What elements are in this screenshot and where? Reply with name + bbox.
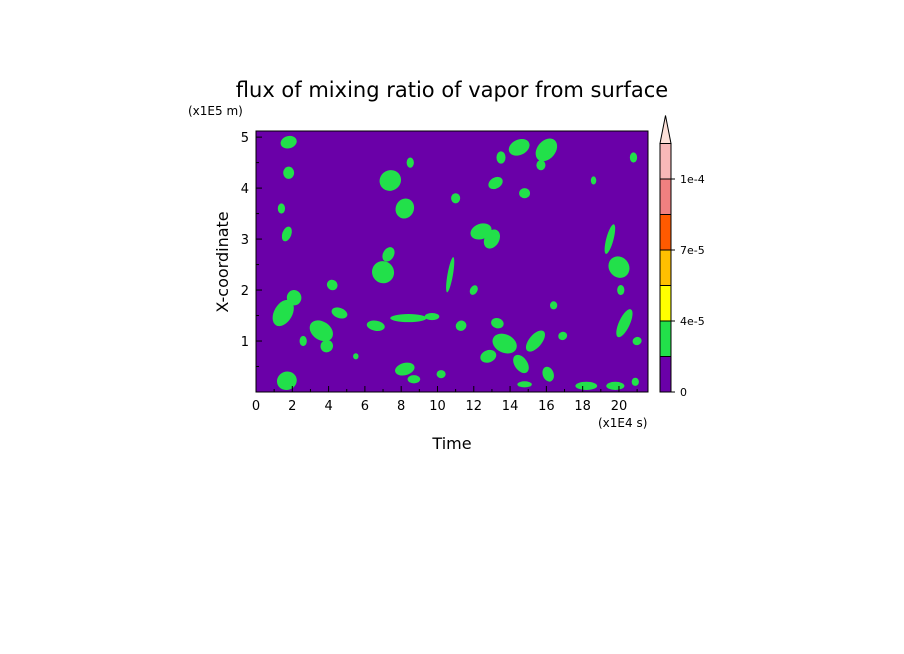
green-patch <box>606 381 625 390</box>
green-patch <box>492 333 517 354</box>
x-tick-label: 4 <box>324 399 332 414</box>
y-tick-label: 3 <box>241 233 249 248</box>
colorbar-tick-label: 7e-5 <box>680 244 705 257</box>
green-patch <box>616 309 633 338</box>
green-patch <box>276 371 297 391</box>
green-patch <box>608 256 630 278</box>
colorbar-arrow <box>659 115 672 144</box>
green-patch <box>536 160 546 171</box>
green-patch <box>299 335 307 347</box>
colorbar-tick-label: 1e-4 <box>680 173 705 186</box>
colorbar: 0 4e-5 7e-5 1e-4 <box>659 115 705 399</box>
green-patch <box>451 193 461 204</box>
green-patch <box>281 226 292 242</box>
green-patch <box>604 224 616 254</box>
green-patch <box>331 307 348 319</box>
green-patch <box>280 135 297 149</box>
y-tick-label: 1 <box>241 335 249 350</box>
y-axis: 1 2 3 4 5 <box>241 131 262 368</box>
green-patch <box>390 314 427 323</box>
y-axis-label: X-coordinate <box>213 211 232 312</box>
colorbar-segment <box>659 143 672 180</box>
colorbar-segment <box>659 178 672 215</box>
green-patch <box>371 261 395 284</box>
colorbar-segment <box>659 356 672 393</box>
green-patch <box>436 370 446 379</box>
green-patch <box>631 377 639 386</box>
green-patch <box>496 151 506 164</box>
x-axis-unit: (x1E4 s) <box>598 416 647 430</box>
green-patch <box>283 166 295 179</box>
green-patch <box>277 203 286 214</box>
x-tick-label: 14 <box>502 399 519 414</box>
green-patch <box>629 152 638 163</box>
green-patch <box>617 284 625 296</box>
green-patch <box>519 188 531 199</box>
plot-frame <box>255 130 649 393</box>
green-patch <box>395 198 415 219</box>
green-patch <box>513 354 529 374</box>
x-tick-label: 18 <box>574 399 591 414</box>
green-patch <box>558 331 568 341</box>
green-patch <box>366 320 385 331</box>
x-tick-label: 8 <box>397 399 405 414</box>
colorbar-segment <box>659 249 672 286</box>
green-patch <box>424 312 440 321</box>
green-patch <box>480 349 497 363</box>
y-tick-label: 4 <box>241 182 249 197</box>
green-patch <box>446 257 455 293</box>
y-tick-label: 2 <box>241 284 249 299</box>
green-patch <box>320 339 334 353</box>
x-axis-label: Time <box>431 434 471 453</box>
green-patch <box>491 317 504 329</box>
green-patch <box>590 176 597 185</box>
x-tick-label: 6 <box>361 399 369 414</box>
green-patch <box>542 366 554 382</box>
green-patch <box>326 279 338 291</box>
x-tick-label: 10 <box>429 399 446 414</box>
green-patch <box>309 320 333 342</box>
green-patch <box>382 247 395 262</box>
green-patch <box>406 157 414 168</box>
green-patch <box>483 229 501 249</box>
x-tick-label: 12 <box>466 399 483 414</box>
green-patch <box>455 320 467 331</box>
field-patches <box>272 135 642 391</box>
colorbar-segment <box>659 285 672 322</box>
colorbar-segment <box>659 214 672 251</box>
x-axis: 0 2 4 6 8 10 12 14 16 18 20 <box>252 386 638 414</box>
y-tick-label: 5 <box>241 131 249 146</box>
x-tick-label: 0 <box>252 399 260 414</box>
green-patch <box>517 381 532 388</box>
green-patch <box>508 138 530 156</box>
green-patch <box>407 375 421 384</box>
green-patch <box>550 301 558 310</box>
green-patch <box>525 330 546 352</box>
colorbar-tick-label: 4e-5 <box>680 315 705 328</box>
green-patch <box>488 176 503 190</box>
green-patch <box>286 290 302 306</box>
x-tick-label: 16 <box>538 399 555 414</box>
green-patch <box>575 381 598 390</box>
green-patch <box>272 299 294 327</box>
green-patch <box>469 285 478 295</box>
colorbar-segment <box>659 320 672 357</box>
x-tick-label: 20 <box>611 399 628 414</box>
colorbar-tick-label: 0 <box>680 386 687 399</box>
green-patch <box>379 170 402 191</box>
y-axis-unit: (x1E5 m) <box>188 104 243 118</box>
green-patch <box>395 362 415 376</box>
chart-title: flux of mixing ratio of vapor from surfa… <box>236 78 668 102</box>
x-tick-label: 2 <box>288 399 296 414</box>
green-patch <box>353 353 359 360</box>
green-patch <box>535 138 558 162</box>
green-patch <box>632 336 642 346</box>
